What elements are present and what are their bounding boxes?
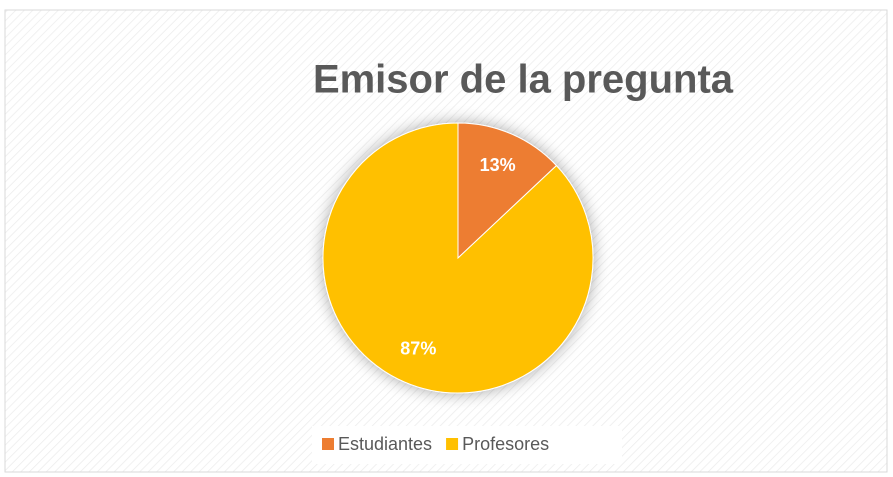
legend-swatch (322, 438, 334, 450)
legend-swatch (446, 438, 459, 450)
legend-label: Estudiantes (338, 434, 432, 454)
data-label: 13% (480, 155, 516, 175)
legend-label: Profesores (462, 434, 549, 454)
pie-slice (457, 122, 558, 260)
legend-box (312, 426, 622, 464)
data-label: 87% (400, 338, 436, 358)
pie-slice (322, 122, 594, 394)
pie (322, 122, 594, 394)
legend: Estudiantes Profesores (322, 434, 549, 454)
chart-title: Emisor de la pregunta (313, 58, 734, 102)
